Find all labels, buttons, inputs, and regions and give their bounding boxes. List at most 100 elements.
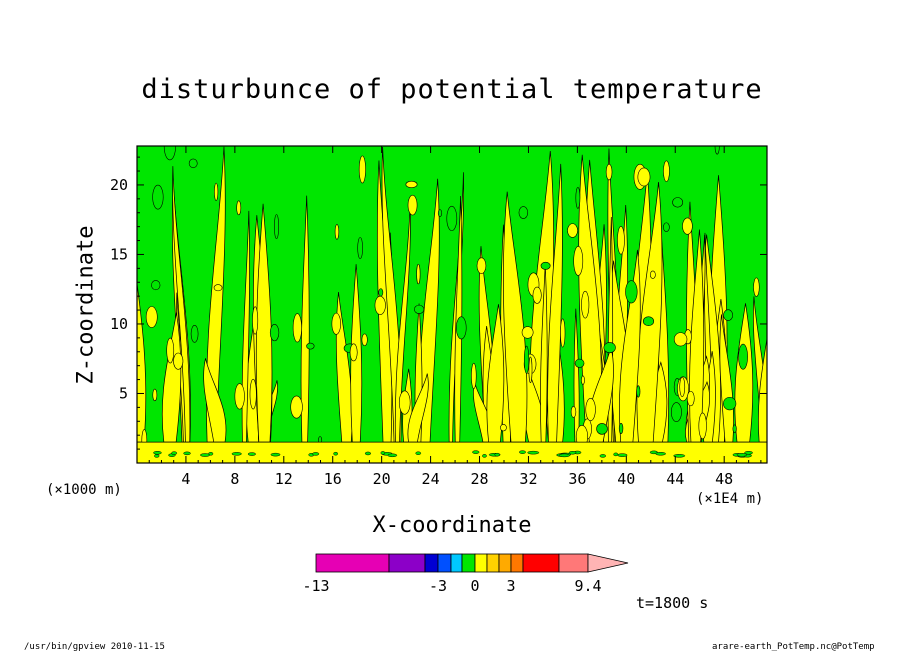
- surface-blob: [558, 453, 571, 458]
- surface-blob: [736, 453, 748, 457]
- contour-blob: [374, 295, 386, 315]
- colorbar-tick-label: -3: [429, 577, 447, 595]
- colorbar-tick-label: 0: [470, 577, 479, 595]
- contour-blob: [649, 270, 656, 279]
- contour-blob: [581, 290, 590, 319]
- chart-title: disturbunce of potential temperature: [141, 74, 763, 105]
- contour-blob: [456, 316, 467, 340]
- surface-blob: [527, 450, 540, 455]
- contour-blob: [152, 388, 158, 402]
- contour-blob: [581, 375, 585, 385]
- contour-blob: [575, 187, 581, 209]
- surface-blob: [171, 451, 178, 455]
- contour-blob: [214, 182, 219, 201]
- contour-streak: [734, 303, 754, 443]
- contour-blob: [603, 342, 616, 354]
- colorbar-segment: [315, 553, 390, 573]
- contour-blob: [732, 424, 737, 433]
- contour-blob: [672, 197, 684, 208]
- contour-blob: [446, 205, 458, 232]
- surface-blob: [200, 453, 211, 457]
- y-tick-label: 10: [110, 315, 128, 333]
- x-tick-label: 40: [617, 470, 635, 488]
- contour-blob: [334, 224, 340, 240]
- contour-streak: [161, 312, 182, 443]
- x-tick-label: 20: [373, 470, 391, 488]
- contour-blob: [679, 376, 686, 397]
- contour-blob: [173, 352, 184, 370]
- contour-blob: [560, 318, 566, 348]
- surface-blob: [617, 453, 628, 457]
- surface-blob: [482, 454, 487, 458]
- contour-streak: [300, 195, 310, 443]
- x-tick-label: 32: [519, 470, 537, 488]
- contour-streak: [547, 163, 563, 443]
- surface-layer: [137, 442, 767, 463]
- footer-program-date: /usr/bin/gpview 2010-11-15: [24, 642, 165, 652]
- colorbar-tick-label: -13: [302, 577, 329, 595]
- contour-blob: [673, 332, 688, 347]
- surface-blob: [655, 452, 666, 456]
- footer-source-file: arare-earth_PotTemp.nc@PotTemp: [712, 642, 875, 652]
- contour-blob: [151, 280, 161, 291]
- contour-blob: [213, 284, 223, 292]
- y-tick-label: 5: [119, 384, 128, 402]
- colorbar-segment: [388, 553, 426, 573]
- x-axis-unit-right: (×1E4 m): [696, 491, 764, 507]
- contour-streak: [203, 358, 227, 443]
- contour-blob: [292, 313, 302, 343]
- contour-streak: [241, 210, 250, 443]
- contour-streak: [172, 166, 191, 443]
- contour-blob: [398, 390, 411, 415]
- surface-blob: [472, 450, 480, 454]
- contour-streak: [689, 229, 705, 443]
- surface-blob: [744, 451, 753, 455]
- contour-blob: [407, 194, 418, 216]
- contour-blob: [414, 304, 425, 314]
- contour-blob: [378, 288, 384, 297]
- contour-streak: [137, 280, 147, 443]
- contour-blob: [570, 406, 577, 418]
- contour-blob: [738, 343, 748, 370]
- contour-blob: [605, 163, 613, 181]
- contour-blob: [523, 345, 530, 374]
- surface-blob: [154, 454, 160, 458]
- contour-blob: [306, 342, 315, 350]
- colorbar-tick-label: 9.4: [574, 577, 601, 595]
- contour-blob: [290, 395, 303, 419]
- contour-streak: [486, 304, 505, 443]
- colorbar-segment: [437, 553, 452, 573]
- contour-blob: [617, 226, 625, 255]
- contour-streak: [407, 373, 429, 443]
- surface-blob: [415, 451, 422, 455]
- contour-blob: [663, 222, 670, 232]
- contour-blob: [437, 209, 443, 217]
- contour-blob: [188, 158, 198, 169]
- surface-blob: [231, 452, 242, 456]
- contour-streak: [578, 154, 602, 443]
- contour-blob: [532, 286, 542, 304]
- x-tick-label: 28: [470, 470, 488, 488]
- contour-blob: [528, 356, 533, 383]
- surface-blob: [673, 454, 686, 458]
- contour-blob: [663, 160, 670, 182]
- contour-blob: [636, 385, 641, 398]
- contour-blob: [357, 237, 363, 260]
- contour-blob: [349, 343, 358, 362]
- contour-blob: [236, 200, 242, 216]
- contour-blob: [567, 223, 578, 238]
- surface-blob: [387, 453, 398, 458]
- contour-blob: [686, 390, 695, 407]
- contour-blob: [596, 423, 608, 435]
- contour-blob: [252, 306, 259, 335]
- surface-blob: [364, 451, 372, 456]
- contour-blob: [416, 263, 421, 285]
- contour-blob: [625, 280, 638, 304]
- contour-blob: [585, 398, 596, 422]
- surface-blob: [613, 452, 619, 457]
- colorbar-segment: [558, 553, 589, 573]
- contour-blob: [518, 206, 529, 219]
- contour-blob: [753, 277, 760, 297]
